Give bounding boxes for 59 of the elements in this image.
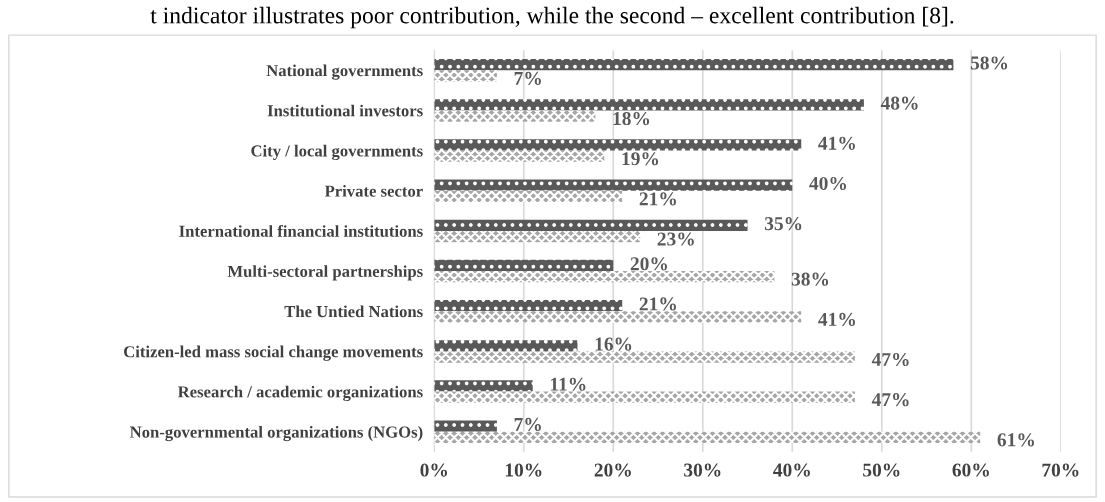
y-tick-label: Citizen-led mass social change movements (124, 345, 423, 361)
bar (434, 219, 748, 231)
text: 11% (550, 377, 586, 391)
bar (434, 259, 614, 272)
x-tick-label: 20% (594, 463, 631, 477)
y-tick-label: Multi-sectoral partnerships (227, 265, 423, 281)
y-tick-label: The Untied Nations (284, 305, 423, 318)
x-tick-label: 60% (952, 463, 989, 477)
text: 35% (764, 217, 802, 231)
y-tick-label: City / local governments (251, 144, 423, 161)
bar (434, 59, 954, 71)
bar (434, 179, 793, 191)
text: t indicator illustrates poor contribution, while the second – excellent contribution [8]. (150, 6, 954, 29)
text: 61% (997, 433, 1034, 447)
bar (434, 110, 596, 122)
y-tick-label: Research / academic organizations (177, 385, 423, 402)
text: 16% (595, 337, 632, 351)
text: 58% (970, 56, 1008, 70)
bar (434, 271, 775, 283)
bar (434, 230, 641, 243)
text: 40% (809, 176, 847, 191)
bar (434, 431, 981, 443)
text: 21% (639, 192, 676, 206)
text: 48% (880, 96, 918, 110)
text: 18% (613, 111, 650, 126)
x-tick-label: 0% (420, 463, 448, 477)
y-tick-label: Private sector (324, 184, 423, 197)
x-tick-label: 50% (863, 463, 900, 477)
bar (434, 190, 623, 202)
bar (434, 351, 855, 363)
text: 21% (639, 297, 676, 311)
y-tick-label: Institutional investors (267, 104, 423, 117)
text: 7% (514, 417, 541, 432)
text: 19% (622, 152, 659, 166)
x-tick-label: 10% (505, 463, 542, 477)
text: 47% (871, 393, 909, 407)
bar (434, 340, 578, 352)
x-tick-label: 40% (773, 463, 810, 477)
bar (434, 391, 855, 403)
text: 20% (630, 257, 668, 271)
x-tick-label: 30% (684, 463, 721, 477)
bar (434, 311, 802, 323)
bar (434, 139, 802, 151)
bar (434, 420, 497, 432)
x-tick-label: 70% (1042, 463, 1079, 477)
y-tick-label: Non-governmental organizations (NGOs) (129, 425, 423, 442)
bar (434, 380, 533, 392)
bar (434, 70, 497, 82)
y-tick-label: International financial institutions (179, 224, 423, 237)
text: 38% (791, 272, 829, 286)
text: 23% (657, 232, 694, 246)
text: 7% (514, 71, 541, 85)
bar (434, 150, 605, 162)
text: 41% (818, 136, 855, 150)
text: 47% (871, 352, 909, 367)
text: 41% (818, 312, 855, 326)
bar (434, 300, 623, 312)
y-tick-label: National governments (266, 64, 423, 80)
bar (434, 99, 864, 111)
